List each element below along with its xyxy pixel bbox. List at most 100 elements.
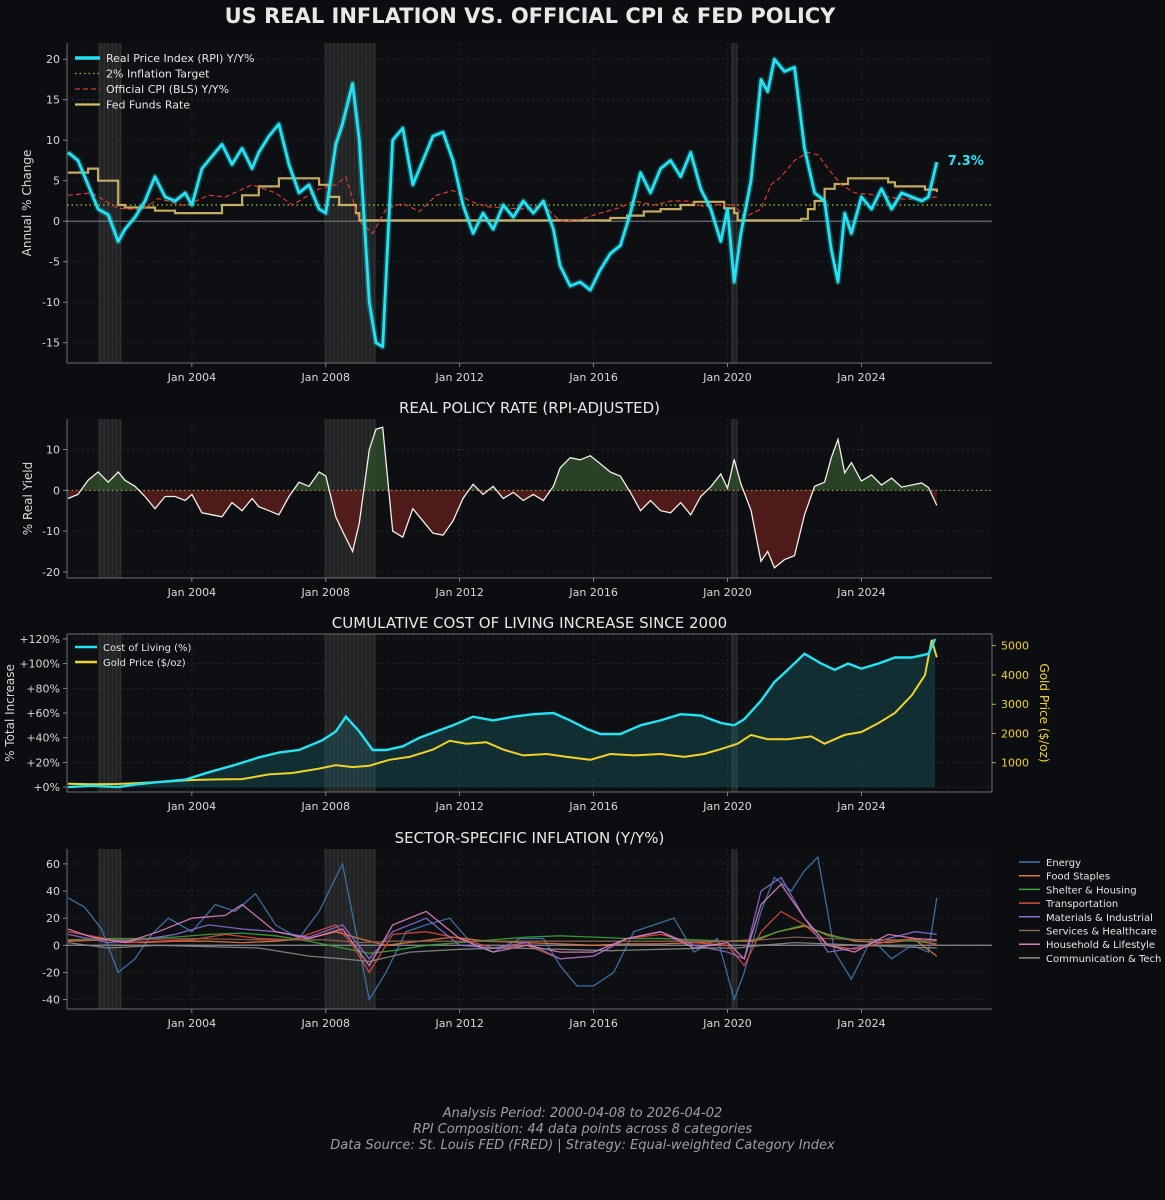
real-policy-rate-panel: Jan 2004 Jan 2008 Jan 2012 Jan 2016 Jan 2020…: [21, 399, 992, 599]
footer-rpi-composition: RPI Composition: 44 data points across 8…: [412, 1122, 753, 1137]
col-right-tick-label: 4000: [1001, 669, 1029, 682]
sectors-x-tick-label: Jan 2016: [568, 1017, 617, 1030]
real-rate-y-tick-label: 10: [46, 444, 60, 457]
col-right-tick-label: 2000: [1001, 727, 1029, 740]
main-inflation-panel: Jan 2004 Jan 2008 Jan 2012 Jan 2016 Jan 2020…: [20, 43, 992, 384]
main-y-tick-label: -10: [42, 296, 60, 309]
sectors-y-tick-label: -40: [42, 994, 60, 1007]
rpi-latest-value-label: 7.3%: [948, 154, 984, 169]
real-rate-x-tick-label: Jan 2024: [836, 586, 885, 599]
real-rate-x-tick-label: Jan 2008: [301, 586, 350, 599]
cost-of-living-y-tick-label: +100%: [19, 658, 60, 671]
fed-funds-line: [68, 167, 938, 222]
sectors-x-tick-label: Jan 2012: [434, 1017, 483, 1030]
main-legend-label: 2% Inflation Target: [106, 68, 210, 81]
real-rate-y-tick-label: -20: [42, 566, 60, 579]
cost-of-living-x-tick-label: Jan 2004: [167, 800, 216, 813]
cost-of-living-x-tick-label: Jan 2008: [301, 800, 350, 813]
col-right-tick-label: 1000: [1001, 757, 1029, 770]
real-rate-x-tick-label: Jan 2004: [167, 586, 216, 599]
main-y-tick-label: 0: [53, 215, 60, 228]
main-y-tick-label: -5: [49, 256, 60, 269]
main-x-tick-label: Jan 2020: [702, 371, 751, 384]
main-plot-area: [67, 43, 992, 363]
sectors-y-tick-label: 40: [46, 885, 60, 898]
sector-line-services-healthcare: [68, 936, 937, 944]
col-legend-label: Cost of Living (%): [103, 643, 192, 654]
main-y-tick-label: 10: [46, 134, 60, 147]
cost-of-living-x-tick-label: Jan 2024: [836, 800, 885, 813]
official-cpi-line: [67, 151, 937, 235]
main-x-tick-label: Jan 2004: [167, 371, 216, 384]
sectors-x-tick-label: Jan 2020: [702, 1017, 751, 1030]
col-right-tick-label: 3000: [1001, 698, 1029, 711]
main-x-tick-label: Jan 2012: [434, 371, 483, 384]
col-right-axis-label: Gold Price ($/oz): [1037, 663, 1051, 762]
sector-legend-label: Energy: [1046, 858, 1081, 869]
cost-of-living-x-tick-label: Jan 2016: [568, 800, 617, 813]
sectors-x-tick-label: Jan 2004: [167, 1017, 216, 1030]
sector-line-energy: [67, 855, 938, 1002]
cost-of-living-y-tick-label: +120%: [19, 633, 60, 646]
cost-of-living-y-tick-label: +20%: [26, 756, 60, 769]
real-rate-positive-area: [68, 427, 937, 491]
sector-inflation-panel: Jan 2004 Jan 2008 Jan 2012 Jan 2016 Jan 2020…: [42, 829, 1161, 1030]
sector-line-communication-tech: [67, 941, 937, 963]
real-rate-recession-band: [730, 419, 738, 578]
footer-analysis-period: Analysis Period: 2000-04-08 to 2026-04-0…: [442, 1106, 723, 1121]
figure-title: US REAL INFLATION VS. OFFICIAL CPI & FED…: [225, 4, 837, 28]
real-rate-y-tick-label: 0: [53, 484, 60, 497]
rpi-line: [67, 57, 939, 349]
cost-of-living-y-tick-label: +60%: [26, 707, 60, 720]
real-rate-negative-area: [68, 490, 937, 568]
main-y-tick-label: 20: [46, 53, 60, 66]
sectors-recession-band: [730, 849, 738, 1009]
col-right-tick-label: 5000: [1001, 640, 1029, 653]
sector-line-materials-industrial: [67, 876, 937, 960]
sector-legend-label: Materials & Industrial: [1046, 913, 1153, 924]
sectors-y-tick-label: 20: [46, 912, 60, 925]
sector-legend-label: Communication & Tech: [1046, 954, 1161, 965]
cost-of-living-recession-band: [730, 634, 738, 792]
main-legend-label: Official CPI (BLS) Y/Y%: [106, 83, 229, 96]
sectors-y-tick-label: 60: [46, 858, 60, 871]
cost-of-living-y-tick-label: +0%: [33, 781, 60, 794]
real-rate-y-tick-label: -10: [42, 525, 60, 538]
sectors-y-tick-label: -20: [42, 966, 60, 979]
main-y-tick-label: 15: [46, 94, 60, 107]
real-rate-x-tick-label: Jan 2020: [702, 586, 751, 599]
main-x-tick-label: Jan 2016: [568, 371, 617, 384]
sectors-title: SECTOR-SPECIFIC INFLATION (Y/Y%): [395, 829, 665, 847]
cost-of-living-y-tick-label: +40%: [26, 732, 60, 745]
cost-of-living-y-tick-label: +80%: [26, 682, 60, 695]
col-legend-label: Gold Price ($/oz): [103, 658, 186, 669]
sectors-plot-area: [67, 849, 992, 1009]
main-x-tick-label: Jan 2024: [836, 371, 885, 384]
main-y-tick-label: 5: [53, 175, 60, 188]
sectors-x-tick-label: Jan 2008: [301, 1017, 350, 1030]
cost-of-living-x-tick-label: Jan 2020: [702, 800, 751, 813]
main-x-tick-label: Jan 2008: [301, 371, 350, 384]
cost-of-living-line: [67, 638, 937, 789]
main-legend-label: Fed Funds Rate: [106, 99, 190, 112]
real-rate-x-tick-label: Jan 2012: [434, 586, 483, 599]
sectors-x-tick-label: Jan 2024: [836, 1017, 885, 1030]
main-recession-band: [730, 43, 738, 363]
cost-of-living-panel: Jan 2004 Jan 2008 Jan 2012 Jan 2016 Jan 2020…: [3, 614, 1051, 813]
sector-line-household-lifestyle: [67, 883, 937, 967]
sectors-y-tick-label: 0: [53, 939, 60, 952]
sector-legend-label: Shelter & Housing: [1046, 885, 1137, 896]
cost-of-living-x-tick-label: Jan 2012: [434, 800, 483, 813]
footer-notes: Analysis Period: 2000-04-08 to 2026-04-0…: [0, 1106, 1165, 1154]
sector-legend-label: Transportation: [1045, 899, 1118, 910]
real-rate-x-tick-label: Jan 2016: [568, 586, 617, 599]
real-rate-ylabel: % Real Yield: [21, 462, 35, 535]
main-y-tick-label: -15: [42, 337, 60, 350]
cost-of-living-ylabel: % Total Increase: [3, 664, 17, 762]
real-rate-recession-band: [98, 419, 122, 578]
cost-of-living-title: CUMULATIVE COST OF LIVING INCREASE SINCE…: [332, 614, 727, 632]
sector-legend-label: Food Staples: [1046, 872, 1110, 883]
main-legend-label: Real Price Index (RPI) Y/Y%: [106, 52, 255, 65]
footer-data-source: Data Source: St. Louis FED (FRED) | Stra…: [330, 1138, 835, 1153]
